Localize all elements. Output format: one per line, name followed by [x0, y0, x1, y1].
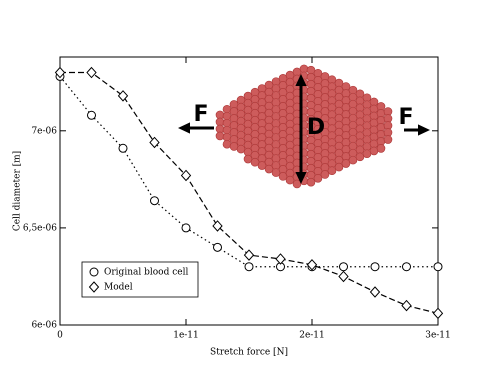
y-tick-label: 6e-06 — [31, 321, 57, 331]
marker — [54, 66, 66, 79]
cell-bead — [306, 177, 316, 187]
arrow-head — [295, 74, 307, 86]
x-tick-label: 1e-11 — [173, 331, 199, 341]
marker — [370, 262, 380, 272]
cell-bead — [341, 159, 351, 168]
legend-marker — [88, 281, 100, 293]
cell-bead — [250, 157, 260, 167]
x-tick-label: 2e-11 — [299, 331, 325, 341]
cell-image — [178, 64, 430, 189]
marker — [402, 262, 411, 272]
x-axis-title: Stretch force [N] — [210, 348, 288, 358]
marker — [180, 169, 192, 182]
y-axis-title: Cell diameter [m] — [13, 151, 23, 231]
marker — [213, 242, 222, 252]
cell-bead — [285, 175, 295, 185]
y-tick-label: 7e-06 — [31, 126, 57, 136]
arrow-head — [295, 172, 307, 184]
y-tick-label: 6,5e-06 — [23, 223, 57, 233]
cell-bead — [334, 162, 344, 172]
cell-bead — [355, 152, 365, 162]
marker — [87, 110, 96, 120]
annotation: D — [307, 115, 325, 140]
marker — [401, 299, 412, 312]
marker — [433, 262, 443, 272]
cell-bead — [376, 144, 386, 153]
marker — [244, 262, 254, 272]
marker — [150, 196, 159, 206]
marker — [306, 259, 318, 271]
annotation: F — [193, 102, 208, 127]
cell-bead — [278, 172, 288, 181]
x-tick-label: 0 — [57, 331, 63, 341]
marker — [338, 270, 349, 283]
legend-box — [81, 261, 199, 298]
cell-bead — [243, 154, 253, 164]
legend-label: Original blood cell — [104, 268, 188, 278]
cell-bead — [327, 166, 337, 176]
marker — [369, 286, 381, 298]
marker — [275, 253, 286, 265]
cell-bead — [320, 170, 330, 179]
x-tick-label: 3e-11 — [425, 331, 451, 341]
arrow-head — [418, 124, 430, 136]
marker — [117, 90, 129, 102]
marker — [149, 136, 160, 149]
annotation: F — [398, 105, 413, 130]
cell-bead — [264, 164, 274, 174]
marker — [212, 220, 223, 232]
marker — [243, 249, 255, 261]
plot-frame — [59, 56, 439, 326]
cell-bead — [348, 155, 358, 165]
legend-marker — [89, 267, 99, 277]
marker — [432, 307, 444, 320]
legend-label: Model — [104, 283, 133, 293]
marker — [339, 262, 348, 272]
cell-bead — [383, 135, 393, 144]
marker — [118, 143, 128, 153]
cell-bead — [257, 161, 267, 170]
cell-bead — [313, 173, 323, 183]
cell-bead — [271, 168, 281, 177]
marker — [181, 223, 191, 233]
arrow-head — [178, 122, 190, 134]
marker — [86, 66, 97, 79]
cell-bead — [215, 131, 225, 141]
